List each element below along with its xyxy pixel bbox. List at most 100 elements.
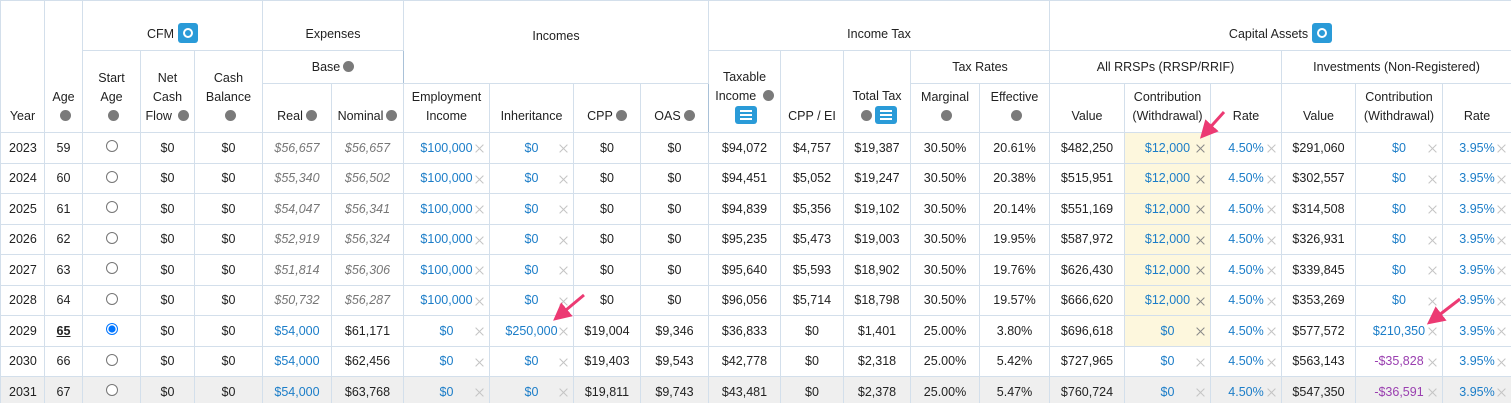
editable-value[interactable]: 3.95%	[1459, 323, 1495, 338]
clear-button[interactable]	[1267, 266, 1276, 275]
clear-button[interactable]	[1497, 358, 1506, 367]
clear-button[interactable]	[1428, 358, 1437, 367]
editable-value[interactable]: $210,350	[1372, 323, 1426, 338]
clear-button[interactable]	[1497, 205, 1506, 214]
editable-value[interactable]: $0	[524, 171, 539, 186]
clear-button[interactable]	[1497, 388, 1506, 397]
clear-button[interactable]	[1497, 236, 1506, 245]
clear-button[interactable]	[559, 266, 568, 275]
editable-value[interactable]: $0	[524, 232, 539, 247]
clear-button[interactable]	[1428, 205, 1437, 214]
editable-value[interactable]: $54,000	[274, 384, 320, 399]
editable-value[interactable]: $0	[1160, 384, 1175, 399]
clear-button[interactable]	[475, 266, 484, 275]
clear-button[interactable]	[475, 327, 484, 336]
editable-value[interactable]: $100,000	[420, 201, 473, 216]
clear-button[interactable]	[1196, 358, 1205, 367]
editable-value[interactable]: $0	[1160, 354, 1175, 369]
editable-value[interactable]: 4.50%	[1228, 171, 1264, 186]
clear-button[interactable]	[1497, 144, 1506, 153]
editable-value[interactable]: $100,000	[420, 171, 473, 186]
editable-value[interactable]: $54,000	[274, 323, 320, 338]
editable-value[interactable]: 3.95%	[1459, 171, 1495, 186]
clear-button[interactable]	[1196, 388, 1205, 397]
editable-value[interactable]: 4.50%	[1228, 232, 1264, 247]
editable-value[interactable]: $0	[524, 384, 539, 399]
editable-value[interactable]: $12,000	[1144, 262, 1191, 277]
editable-value[interactable]: 4.50%	[1228, 293, 1264, 308]
editable-value[interactable]: -$36,591	[1374, 384, 1424, 399]
help-icon[interactable]	[386, 110, 398, 121]
clear-button[interactable]	[1267, 388, 1276, 397]
editable-value[interactable]: $12,000	[1144, 201, 1191, 216]
clear-button[interactable]	[1196, 175, 1205, 184]
clear-button[interactable]	[559, 144, 568, 153]
editable-value[interactable]: 4.50%	[1228, 201, 1264, 216]
start-age-radio[interactable]	[105, 201, 118, 214]
clear-button[interactable]	[1196, 297, 1205, 306]
clear-button[interactable]	[475, 388, 484, 397]
clear-button[interactable]	[1497, 266, 1506, 275]
clear-button[interactable]	[1196, 144, 1205, 153]
editable-value[interactable]: 3.95%	[1459, 262, 1495, 277]
clear-button[interactable]	[1267, 175, 1276, 184]
editable-value[interactable]: $0	[1160, 323, 1175, 338]
clear-button[interactable]	[475, 175, 484, 184]
editable-value[interactable]: $54,000	[274, 354, 320, 369]
editable-value[interactable]: 3.95%	[1459, 140, 1495, 155]
editable-value[interactable]: 4.50%	[1228, 323, 1264, 338]
clear-button[interactable]	[1497, 327, 1506, 336]
details-button[interactable]	[735, 106, 757, 124]
start-age-radio[interactable]	[105, 140, 118, 153]
clear-button[interactable]	[559, 358, 568, 367]
clear-button[interactable]	[1267, 205, 1276, 214]
help-icon[interactable]	[107, 110, 119, 121]
editable-value[interactable]: $0	[524, 262, 539, 277]
clear-button[interactable]	[559, 327, 568, 336]
clear-button[interactable]	[1267, 327, 1276, 336]
help-icon[interactable]	[762, 90, 774, 101]
editable-value[interactable]: $12,000	[1144, 232, 1191, 247]
start-age-radio[interactable]	[105, 262, 118, 275]
editable-value[interactable]: $0	[1392, 293, 1406, 308]
help-icon[interactable]	[178, 110, 190, 121]
clear-button[interactable]	[1196, 327, 1205, 336]
help-icon[interactable]	[1010, 110, 1022, 121]
editable-value[interactable]: 3.95%	[1459, 201, 1495, 216]
clear-button[interactable]	[559, 175, 568, 184]
editable-value[interactable]: 4.50%	[1228, 384, 1264, 399]
details-button[interactable]	[874, 106, 897, 124]
help-icon[interactable]	[615, 110, 627, 121]
editable-value[interactable]: 3.95%	[1459, 293, 1495, 308]
editable-value[interactable]: 3.95%	[1459, 384, 1495, 399]
editable-value[interactable]: $100,000	[420, 293, 473, 308]
editable-value[interactable]: $0	[1392, 232, 1406, 247]
editable-value[interactable]: $12,000	[1144, 293, 1191, 308]
help-icon[interactable]	[59, 110, 71, 121]
editable-value[interactable]: $0	[439, 384, 454, 399]
editable-value[interactable]: $0	[1392, 171, 1406, 186]
editable-value[interactable]: $100,000	[420, 140, 473, 155]
clear-button[interactable]	[1497, 175, 1506, 184]
clear-button[interactable]	[475, 205, 484, 214]
help-icon[interactable]	[683, 110, 695, 121]
editable-value[interactable]: $100,000	[420, 232, 473, 247]
editable-value[interactable]: 4.50%	[1228, 140, 1264, 155]
settings-button[interactable]	[178, 23, 199, 43]
clear-button[interactable]	[1428, 297, 1437, 306]
editable-value[interactable]: $0	[1392, 201, 1406, 216]
clear-button[interactable]	[1428, 175, 1437, 184]
start-age-radio[interactable]	[105, 170, 118, 183]
clear-button[interactable]	[1196, 266, 1205, 275]
clear-button[interactable]	[559, 297, 568, 306]
clear-button[interactable]	[1267, 297, 1276, 306]
help-icon[interactable]	[224, 110, 236, 121]
help-icon[interactable]	[305, 110, 317, 121]
clear-button[interactable]	[1196, 236, 1205, 245]
editable-value[interactable]: $0	[1392, 262, 1406, 277]
clear-button[interactable]	[559, 236, 568, 245]
clear-button[interactable]	[1428, 236, 1437, 245]
clear-button[interactable]	[1267, 236, 1276, 245]
start-age-radio[interactable]	[105, 323, 118, 336]
editable-value[interactable]: $0	[439, 354, 454, 369]
